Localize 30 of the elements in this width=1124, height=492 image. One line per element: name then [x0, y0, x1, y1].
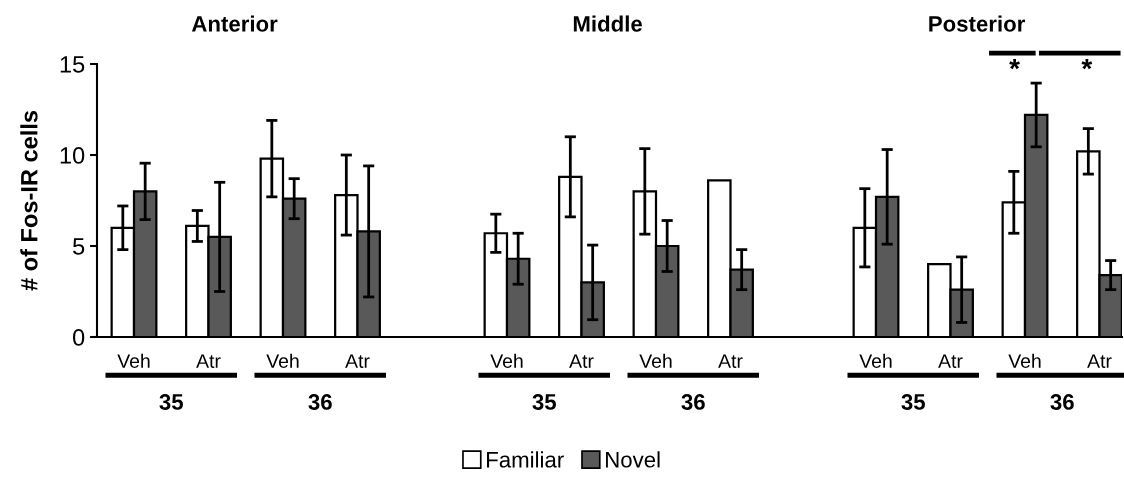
text: 35	[532, 394, 556, 410]
annotation: *	[1009, 58, 1020, 70]
chart-title: Middle	[573, 15, 642, 32]
x-tick-label: Atr	[718, 354, 743, 368]
x-tick-label: Veh	[1008, 353, 1041, 368]
x-tick-label: Atr	[1087, 354, 1112, 368]
text: 36	[1050, 394, 1074, 410]
y-tick-label: 10	[60, 147, 85, 164]
x-tick-label: Veh	[639, 353, 672, 368]
x-tick-label: Atr	[569, 354, 594, 368]
chart-title: Posterior	[929, 15, 1026, 32]
text: 36	[308, 394, 332, 410]
y-tick-label: 15	[60, 56, 85, 73]
y-tick-label: 0	[72, 329, 85, 346]
text: 35	[159, 394, 183, 410]
chart-title: Anterior	[191, 15, 278, 32]
legend-label: Novel	[606, 451, 660, 468]
x-tick-label: Veh	[490, 353, 523, 368]
x-tick-label: Atr	[345, 354, 370, 368]
x-tick-label: Veh	[859, 353, 892, 368]
x-tick-label: Atr	[196, 354, 221, 368]
y-axis-title: # of Fos-IR cells	[20, 110, 38, 291]
legend-label: Familiar	[487, 451, 564, 468]
x-tick-label: Veh	[117, 353, 150, 368]
text: 35	[901, 394, 925, 410]
x-tick-label: Atr	[938, 354, 963, 368]
text: 36	[681, 394, 705, 410]
y-tick-label: 5	[73, 238, 85, 255]
x-tick-label: Veh	[266, 353, 299, 368]
annotation: *	[1081, 58, 1093, 70]
